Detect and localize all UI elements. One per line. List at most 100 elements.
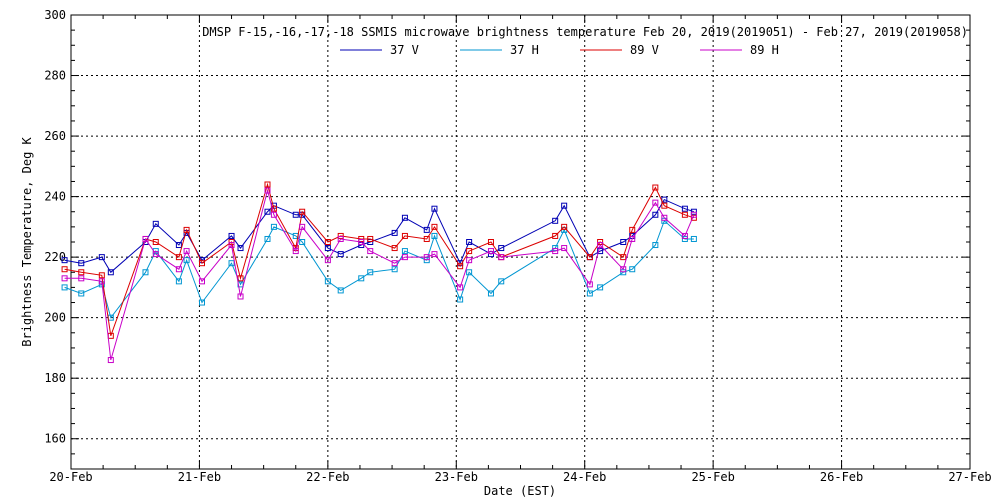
data-point-37-h <box>78 290 85 297</box>
data-point-89-h <box>152 251 159 258</box>
data-point-89-v <box>98 272 105 279</box>
data-point-89-h <box>367 248 374 255</box>
series-37-v <box>61 196 697 276</box>
data-point-89-h <box>142 235 149 242</box>
y-tick-label: 260 <box>44 129 66 143</box>
data-point-89-v <box>586 254 593 261</box>
y-tick-label: 280 <box>44 69 66 83</box>
legend: 37 V 37 H 89 V 89 H <box>340 43 779 57</box>
data-point-37-h <box>198 299 205 306</box>
data-point-89-v <box>629 226 636 233</box>
x-tick-label: 27-Feb <box>948 470 991 484</box>
data-point-89-h <box>237 293 244 300</box>
data-point-37-v <box>681 205 688 212</box>
data-point-89-v <box>457 263 464 270</box>
data-point-37-h <box>358 275 365 282</box>
data-point-89-h <box>98 278 105 285</box>
data-point-89-v <box>423 235 430 242</box>
y-tick-label: 220 <box>44 250 66 264</box>
data-point-89-h <box>107 357 114 364</box>
legend-label-37-h: 37 H <box>510 43 539 57</box>
data-point-89-h <box>78 275 85 282</box>
data-point-37-v <box>98 254 105 261</box>
data-point-37-v <box>61 257 68 264</box>
data-point-89-h <box>690 211 697 218</box>
data-point-89-v <box>358 235 365 242</box>
data-point-37-h <box>690 235 697 242</box>
data-point-89-h <box>597 242 604 249</box>
data-point-89-h <box>183 248 190 255</box>
data-point-37-h <box>337 287 344 294</box>
data-point-37-v <box>466 239 473 245</box>
series-line-89-v <box>64 182 695 336</box>
x-axis-label: Date (EST) <box>484 484 556 498</box>
data-point-37-h <box>264 235 271 242</box>
data-point-89-h <box>561 245 568 252</box>
data-point-37-h <box>183 257 190 264</box>
data-point-37-h <box>401 248 408 255</box>
series-89-v <box>61 181 697 339</box>
data-point-89-v <box>175 254 182 261</box>
y-tick-label: 180 <box>44 371 66 385</box>
series-line-37-v <box>64 198 695 274</box>
data-point-37-v <box>152 220 159 227</box>
data-point-37-v <box>175 242 182 249</box>
data-point-89-v <box>466 248 473 255</box>
data-point-89-v <box>152 239 159 245</box>
data-point-89-h <box>337 235 344 242</box>
data-point-89-h <box>198 278 205 285</box>
data-point-89-v <box>487 239 494 245</box>
data-point-89-h <box>270 211 277 218</box>
data-point-37-h <box>652 242 659 249</box>
data-point-89-v <box>561 223 568 230</box>
data-point-37-h <box>498 278 505 285</box>
data-point-37-h <box>228 260 235 267</box>
series-group <box>61 181 697 364</box>
data-point-89-h <box>586 281 593 288</box>
x-tick-label: 21-Feb <box>178 470 221 484</box>
data-point-89-v <box>237 275 244 282</box>
data-point-89-h <box>681 232 688 239</box>
data-point-89-v <box>391 245 398 252</box>
data-point-89-v <box>661 202 668 209</box>
data-point-89-v <box>299 208 306 215</box>
data-point-89-h <box>652 199 659 206</box>
data-point-89-h <box>61 275 68 282</box>
series-89-h <box>61 187 697 364</box>
data-point-37-v <box>552 217 559 224</box>
data-point-89-v <box>324 239 331 245</box>
plot-frame <box>70 14 971 470</box>
data-point-89-v <box>78 269 85 276</box>
data-point-37-v <box>264 208 271 215</box>
y-tick-label: 200 <box>44 311 66 325</box>
data-point-89-h <box>661 214 668 221</box>
data-point-89-h <box>431 251 438 258</box>
data-point-89-h <box>264 187 271 194</box>
data-point-89-v <box>552 232 559 239</box>
data-point-37-h <box>552 245 559 252</box>
data-point-89-v <box>620 254 627 261</box>
data-point-37-v <box>431 205 438 212</box>
data-point-37-v <box>78 260 85 267</box>
x-tick-label: 23-Feb <box>435 470 478 484</box>
data-point-37-h <box>457 296 464 303</box>
data-point-37-h <box>324 278 331 285</box>
legend-label-89-v: 89 V <box>630 43 659 57</box>
data-point-37-v <box>292 211 299 218</box>
data-point-89-v <box>183 226 190 233</box>
y-tick-label: 160 <box>44 432 66 446</box>
data-point-37-h <box>586 290 593 297</box>
data-point-89-v <box>652 184 659 191</box>
legend-label-89-h: 89 H <box>750 43 779 57</box>
y-tick-label: 300 <box>44 8 66 22</box>
legend-label-37-v: 37 V <box>390 43 419 57</box>
data-point-89-h <box>401 254 408 261</box>
chart-title: DMSP F-15,-16,-17,-18 SSMIS microwave br… <box>202 25 968 39</box>
data-point-89-h <box>423 254 430 261</box>
x-tick-label: 20-Feb <box>49 470 92 484</box>
data-point-89-v <box>270 205 277 212</box>
data-point-37-h <box>466 269 473 276</box>
data-point-37-h <box>391 266 398 273</box>
series-37-h <box>61 217 697 321</box>
data-point-37-h <box>175 278 182 285</box>
